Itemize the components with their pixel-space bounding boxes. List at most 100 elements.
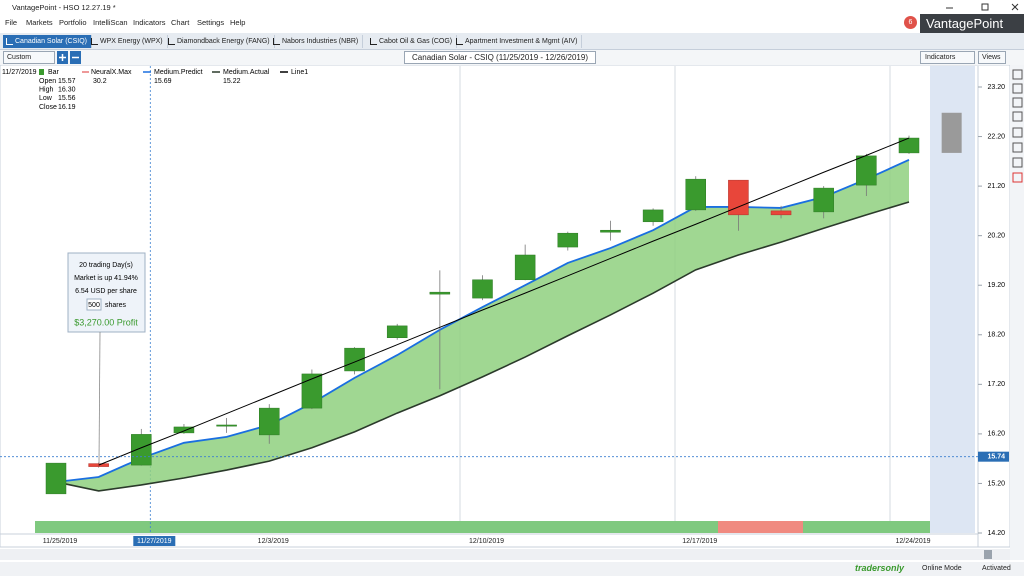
readout-label: Low [39,95,53,102]
tab[interactable]: Cabot Oil & Gas (COG) [367,35,458,48]
tab-bar: Canadian Solar (CSIQ) WPX Energy (WPX) Dia… [0,33,1024,50]
x-tick-label: 12/24/2019 [895,538,930,545]
status-bar [0,562,1024,576]
side-toolbar [1010,65,1024,560]
window-controls[interactable] [940,0,1024,14]
menu-item[interactable]: Chart [171,18,190,27]
y-tick-label: 23.20 [987,84,1005,91]
scroll-thumb[interactable] [984,550,992,559]
legend-name: Medium.Predict [154,69,203,76]
predict-line [55,159,910,483]
indicators-button[interactable]: Indicators [920,51,975,64]
candle-body [856,155,877,186]
x-tick-label: 11/27/2019 [137,538,172,545]
legend-value: 15.22 [223,78,241,85]
menu-item[interactable]: Portfolio [59,18,87,27]
menu-item[interactable]: Indicators [133,18,166,27]
candle-body [557,232,579,248]
trade-days: 20 trading Day(s) [79,262,133,269]
views-button[interactable]: Views [978,51,1006,64]
trade-profit: $3,270.00 Profit [74,317,138,327]
candle-body [173,426,195,434]
menu-bar: File Markets Portfolio IntelliScan Indicator… [0,14,1024,32]
candle-body [131,434,152,466]
readout-label: Open [39,78,56,85]
candle-body [514,254,536,281]
candle-body [770,210,792,216]
candle-body [472,279,493,299]
trade-connector [98,331,101,464]
zoom-buttons[interactable] [57,51,81,64]
tab[interactable]: Diamondback Energy (FANG) [165,35,275,48]
y-tick-label: 18.20 [987,332,1005,339]
candle-body [45,462,67,495]
menu-item[interactable]: IntelliScan [93,18,128,27]
tab[interactable]: Canadian Solar (CSIQ) [3,35,92,48]
x-tick-label: 11/25/2019 [43,538,78,545]
price-label: 15.74 [987,454,1005,461]
x-tick-label: 12/17/2019 [682,538,717,545]
tab[interactable]: Nabors Industries (NBR) [270,35,364,48]
readout-value: 16.19 [58,104,76,111]
trade-change: Market is up 41.94% [74,275,138,282]
x-label-highlight [133,536,176,546]
candle-body [259,407,280,436]
candle-body [429,291,451,295]
candle-body [642,209,664,223]
readout-value: 16.30 [58,87,76,94]
tab[interactable]: WPX Energy (WPX) [88,35,168,48]
menu-item[interactable]: Settings [197,18,225,27]
candle-body [813,187,834,213]
price-tag [978,451,1009,462]
status-brand: tradersonly [855,563,905,573]
candle-body [216,424,237,427]
forecast-range [941,112,962,153]
menu-item[interactable]: File [5,18,18,27]
candle-body [386,325,408,339]
legend-name: Line1 [291,69,308,76]
scrollbar[interactable] [0,549,1010,560]
readout-neural-name: NeuralX.Max [91,69,132,76]
status-activation: Activated [982,565,1011,572]
readout-value: 15.56 [58,95,76,102]
x-tick-label: 12/3/2019 [258,538,289,545]
y-tick-label: 15.20 [987,480,1005,487]
readout-date: 11/27/2019 [2,69,37,76]
readout-neural-value: 30.2 [93,78,107,85]
trend-line [98,137,910,466]
x-tick-label: 12/10/2019 [469,538,504,545]
candle-body [728,179,749,216]
y-tick-label: 16.20 [987,431,1005,438]
y-tick-label: 14.20 [987,530,1005,537]
window-title: VantagePoint - HSO 12.27.19 * [12,3,116,12]
bar-icon [39,69,44,75]
legend-name: Medium.Actual [223,69,270,76]
readout-value: 15.57 [58,78,76,85]
legend-value: 15.69 [154,78,172,85]
quantity-field[interactable] [86,298,102,311]
y-tick-label: 20.20 [987,233,1005,240]
y-tick-label: 21.20 [987,183,1005,190]
trade-quantity-unit: shares [105,302,127,309]
candle-body [898,137,920,154]
actual-line [55,201,910,492]
readout-label: Close [39,104,57,111]
status-mode: Online Mode [922,565,962,572]
signal-strip-alert [718,521,803,533]
tab[interactable]: Apartment Investment & Mgmt (AIV) [453,35,583,48]
side-tools[interactable] [1012,69,1023,183]
trade-per-share: 6.54 USD per share [75,288,137,295]
candle-body [344,347,365,372]
title-bar: VantagePoint - HSO 12.27.19 * [0,0,1024,14]
y-tick-label: 22.20 [987,133,1005,140]
notification-badge[interactable]: 6 [904,16,917,29]
y-tick-label: 19.20 [987,282,1005,289]
brand-logo: VantagePoint [920,14,1024,33]
view-select[interactable]: Custom [3,51,55,64]
menu-item[interactable]: Help [230,18,246,27]
menu-item[interactable]: Markets [26,18,53,27]
signal-strip [35,521,930,533]
candle-body [685,178,706,211]
